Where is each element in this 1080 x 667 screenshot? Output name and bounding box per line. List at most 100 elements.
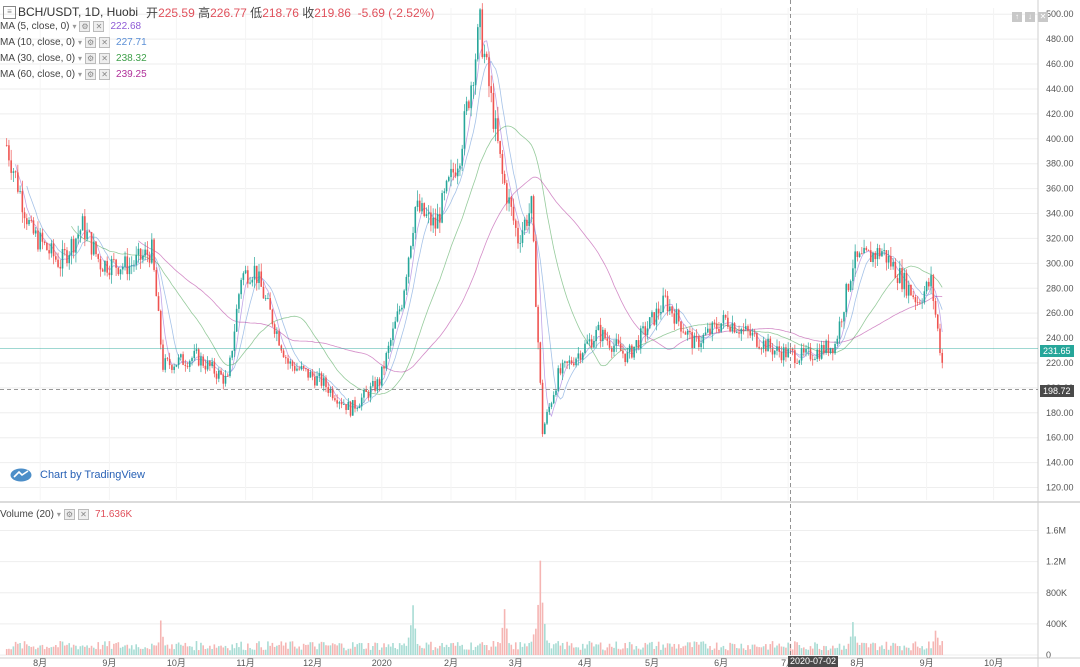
close-icon[interactable]: ✕	[93, 20, 105, 32]
crosshair-date-tag: 2020-07-02	[788, 656, 839, 667]
volume-bar	[269, 645, 271, 655]
candle-body	[117, 267, 120, 275]
candle-body	[264, 298, 267, 299]
chevron-down-icon[interactable]: ▾	[78, 69, 83, 79]
volume-bar	[450, 643, 452, 655]
candle-body	[713, 322, 716, 324]
volume-bar	[557, 641, 559, 655]
candle-body	[128, 265, 131, 275]
volume-bar	[260, 647, 263, 655]
tradingview-link[interactable]: Chart by TradingView	[40, 469, 145, 481]
volume-bar	[934, 630, 937, 655]
candle-body	[706, 328, 709, 333]
volume-bar	[762, 646, 765, 655]
volume-bar	[481, 642, 484, 655]
volume-bar	[823, 645, 825, 655]
close-icon[interactable]: ✕	[99, 68, 111, 80]
symbol-icon[interactable]: ≡	[3, 5, 16, 19]
candle-body	[412, 232, 414, 247]
candle-body	[470, 85, 472, 109]
candle-body	[718, 329, 720, 332]
close-icon[interactable]: ✕	[99, 36, 111, 48]
candle-body	[890, 256, 892, 267]
candle-body	[43, 241, 46, 243]
candle-body	[642, 326, 644, 329]
volume-bar	[608, 643, 611, 655]
volume-bar	[113, 643, 115, 655]
volume-bar	[439, 645, 441, 655]
settings-icon[interactable]: ⚙	[63, 508, 75, 520]
close-icon[interactable]: ✕	[77, 508, 89, 520]
move-down-icon[interactable]: ↓	[1025, 12, 1035, 22]
candle-body	[209, 360, 211, 367]
pane-controls: ↑ ↓ ✕	[1012, 12, 1051, 22]
volume-bar	[97, 642, 100, 655]
close-icon[interactable]: ✕	[99, 52, 111, 64]
candle-body	[753, 332, 756, 334]
volume-bar	[684, 645, 687, 655]
candle-body	[349, 401, 352, 416]
ma-legend-10[interactable]: MA (10, close, 0) ▾ ⚙ ✕ 227.71	[0, 35, 147, 49]
candle-body	[247, 270, 249, 284]
candle-body	[693, 335, 696, 348]
tradingview-attribution[interactable]: Chart by TradingView	[10, 468, 145, 482]
volume-bar	[61, 641, 64, 655]
candle-body	[180, 354, 182, 358]
candle-body	[899, 268, 901, 283]
price-tick-label: 280.00	[1046, 283, 1074, 293]
volume-bar	[506, 628, 508, 655]
move-up-icon[interactable]: ↑	[1012, 12, 1022, 22]
settings-icon[interactable]: ⚙	[79, 20, 91, 32]
settings-icon[interactable]: ⚙	[85, 36, 97, 48]
volume-bar	[307, 644, 309, 655]
volume-bar	[454, 645, 457, 655]
volume-bar	[188, 646, 191, 655]
candle-body	[666, 295, 669, 312]
volume-bar	[148, 649, 151, 655]
volume-bar	[394, 647, 396, 655]
ma-legend-60[interactable]: MA (60, close, 0) ▾ ⚙ ✕ 239.25	[0, 67, 147, 81]
volume-bar	[704, 643, 707, 655]
ma-legend-30[interactable]: MA (30, close, 0) ▾ ⚙ ✕ 238.32	[0, 51, 147, 65]
chevron-down-icon[interactable]: ▾	[78, 53, 83, 63]
candle-body	[334, 398, 336, 401]
candle-body	[452, 168, 455, 173]
candle-body	[550, 403, 553, 407]
close-pane-icon[interactable]: ✕	[1038, 12, 1048, 22]
volume-bar	[92, 647, 95, 655]
volume-bar	[32, 646, 35, 655]
settings-icon[interactable]: ⚙	[85, 68, 97, 80]
candle-body	[144, 249, 146, 256]
candle-body	[686, 330, 689, 335]
candle-body	[75, 238, 77, 253]
volume-bar	[785, 647, 787, 655]
chevron-down-icon[interactable]: ▾	[56, 509, 61, 519]
ma-label: MA (5, close, 0)	[0, 20, 70, 32]
candle-body	[137, 248, 140, 255]
price-tick-label: 420.00	[1046, 109, 1074, 119]
volume-bar	[365, 648, 367, 655]
candle-body	[599, 324, 602, 342]
candle-body	[744, 326, 747, 330]
candle-body	[300, 365, 303, 370]
candle-body	[546, 411, 548, 424]
chevron-down-icon[interactable]: ▾	[78, 37, 83, 47]
settings-icon[interactable]: ⚙	[85, 52, 97, 64]
symbol-title[interactable]: BCH/USDT, 1D, Huobi	[18, 5, 139, 19]
open-value: 225.59	[158, 5, 195, 20]
volume-bar	[671, 646, 673, 655]
ma-legend-5[interactable]: MA (5, close, 0) ▾ ⚙ ✕ 222.68	[0, 19, 141, 33]
volume-bar	[559, 645, 562, 655]
volume-legend[interactable]: Volume (20) ▾ ⚙ ✕ 71.636K	[0, 507, 132, 521]
volume-bar	[57, 647, 59, 655]
candle-body	[876, 248, 879, 260]
candle-body	[512, 206, 515, 221]
close-value: 219.86	[314, 5, 351, 20]
volume-bar	[251, 649, 254, 655]
candle-body	[21, 190, 24, 213]
candle-body	[845, 284, 848, 313]
chevron-down-icon[interactable]: ▾	[72, 21, 77, 31]
candle-body	[867, 249, 870, 251]
volume-bar	[869, 643, 872, 655]
volume-bar	[521, 646, 524, 655]
